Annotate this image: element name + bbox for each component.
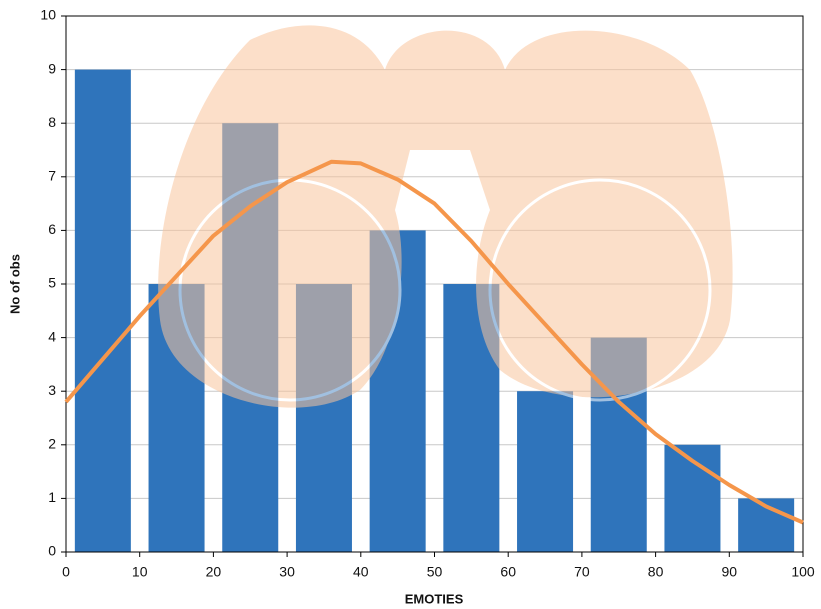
- y-tick-label: 4: [48, 328, 56, 344]
- bar: [517, 391, 574, 552]
- y-tick-label: 7: [48, 168, 56, 184]
- x-axis-title: EMOTIES: [405, 591, 464, 606]
- x-tick-label: 90: [722, 564, 738, 580]
- watermark-shape: [158, 25, 733, 408]
- x-tick-label: 100: [791, 564, 815, 580]
- bar: [74, 69, 131, 552]
- x-tick-label: 40: [353, 564, 369, 580]
- y-tick-label: 5: [48, 275, 56, 291]
- y-axis-title: No of obs: [7, 254, 22, 314]
- fit-curve: [64, 159, 804, 525]
- y-tick-label: 3: [48, 382, 56, 398]
- y-tick-label: 10: [40, 7, 56, 23]
- y-tick-label: 0: [48, 543, 56, 559]
- x-tick-label: 70: [574, 564, 590, 580]
- x-tick-label: 10: [132, 564, 148, 580]
- y-tick-label: 8: [48, 114, 56, 130]
- y-tick-label: 2: [48, 436, 56, 452]
- x-tick-label: 30: [279, 564, 295, 580]
- y-tick-label: 6: [48, 221, 56, 237]
- x-tick-label: 60: [500, 564, 516, 580]
- x-tick-label: 80: [648, 564, 664, 580]
- plot-frame: [65, 15, 804, 553]
- watermark-lens: [488, 178, 712, 402]
- y-tick-label: 9: [48, 60, 56, 76]
- y-tick-label: 1: [48, 489, 56, 505]
- x-tick-label: 0: [62, 564, 70, 580]
- x-tick-label: 20: [206, 564, 222, 580]
- x-tick-label: 50: [427, 564, 443, 580]
